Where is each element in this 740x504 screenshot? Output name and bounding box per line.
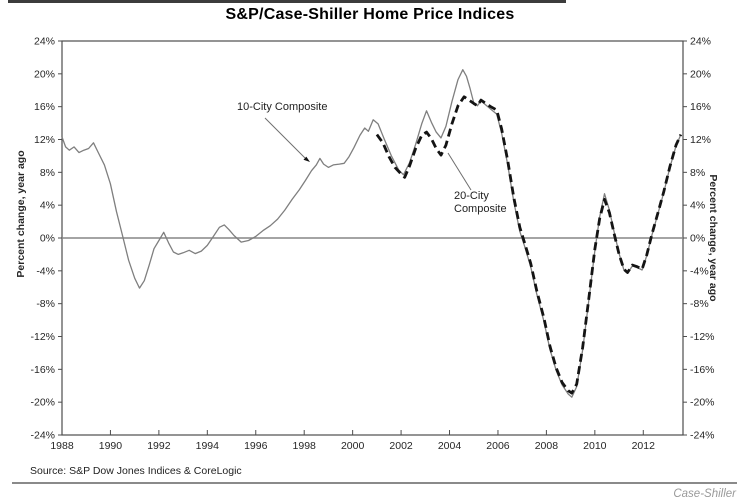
annotation-20-city-composite: 20-City Composite [454,190,507,215]
pointer-line-20-city [447,152,472,191]
y-axis-label-left: -8% [36,298,55,310]
y-axis-title-left: Percent change, year ago [15,150,27,277]
x-axis-label: 1994 [196,440,220,452]
x-axis-label: 1992 [147,440,171,452]
y-axis-label-right: -20% [690,397,715,409]
y-axis-label-left: -16% [30,364,55,376]
y-axis-label-left: -4% [36,265,55,277]
x-axis-label: 2004 [438,440,462,452]
y-axis-label-left: 4% [40,200,55,212]
y-axis-label-right: 20% [690,68,711,80]
x-axis-label: 1988 [50,440,74,452]
x-axis-label: 2010 [583,440,607,452]
y-axis-label-right: -4% [690,265,709,277]
y-axis-label-right: 4% [690,200,705,212]
y-axis-label-right: 0% [690,233,705,245]
series-line-10-city [61,69,682,398]
y-axis-label-left: -20% [30,397,55,409]
top-crop-artifact [8,0,566,3]
y-axis-label-right: 12% [690,134,711,146]
y-axis-label-right: 24% [690,36,711,48]
y-axis-label-left: 0% [40,233,55,245]
chart-title: S&P/Case-Shiller Home Price Indices [225,6,515,23]
x-axis-label: 1990 [99,440,123,452]
pointer-line-10-city [264,117,306,159]
y-axis-label-left: -12% [30,331,55,343]
y-axis-label-left: 24% [34,36,55,48]
footer-divider [12,482,737,484]
annotation-10-city-composite: 10-City Composite [237,101,328,113]
x-axis-label: 2002 [389,440,413,452]
y-axis-label-right: 16% [690,101,711,113]
x-axis-label: 2012 [632,440,656,452]
x-axis-label: 2000 [341,440,365,452]
arrowhead-10-city [303,156,310,162]
brand-watermark: Case-Shiller [673,488,736,500]
y-axis-label-left: -24% [30,430,55,442]
y-axis-label-right: 8% [690,167,705,179]
source-note: Source: S&P Dow Jones Indices & CoreLogi… [30,465,242,477]
y-axis-label-left: 8% [40,167,55,179]
y-axis-title-right: Percent change, year ago [707,174,719,301]
series-line-20-city [375,95,683,395]
y-axis-label-right: -12% [690,331,715,343]
y-axis-label-left: 20% [34,68,55,80]
y-axis-label-left: 12% [34,134,55,146]
x-axis-label: 2008 [535,440,559,452]
y-axis-label-right: -24% [690,430,715,442]
y-axis-label-left: 16% [34,101,55,113]
x-axis-label: 1998 [293,440,317,452]
y-axis-label-right: -16% [690,364,715,376]
x-axis-label: 1996 [244,440,268,452]
x-axis-label: 2006 [486,440,510,452]
y-axis-label-right: -8% [690,298,709,310]
